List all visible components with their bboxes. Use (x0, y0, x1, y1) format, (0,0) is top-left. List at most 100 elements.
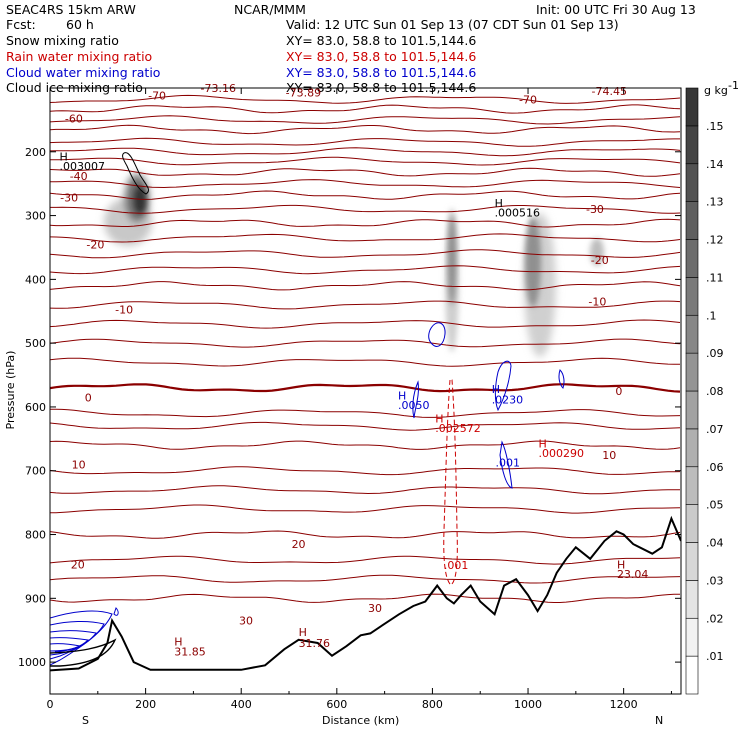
isotherm-contour (50, 504, 681, 514)
y-tick-label: 400 (25, 273, 46, 286)
isotherm-contour (50, 574, 681, 584)
isotherm-label: -40 (70, 170, 88, 183)
isotherm-label: -10 (588, 296, 606, 309)
x-tick-label: 600 (326, 698, 347, 711)
extremum-label: .001 (496, 456, 521, 469)
colorbar-level-label: .11 (706, 271, 724, 284)
x-tick-label: 800 (422, 698, 443, 711)
isotherm-contour (50, 124, 681, 135)
colorbar-swatch (685, 201, 699, 240)
x-tick-label: 0 (47, 698, 54, 711)
mixing-ratio-shading (104, 174, 604, 357)
field-label-snow: Snow mixing ratio (6, 33, 119, 48)
isotherm-contour (50, 156, 681, 166)
isotherm-label: -30 (586, 203, 604, 216)
isotherm-label: -60 (65, 113, 83, 126)
hydrometeor-contours (50, 152, 565, 667)
isotherm-contour (50, 233, 681, 243)
extremum-label: .002572 (435, 422, 481, 435)
isotherm-contour (50, 319, 681, 329)
colorbar-swatch (685, 466, 699, 505)
isotherm-label: 30 (239, 615, 253, 628)
colorbar-swatch (685, 580, 699, 619)
colorbar-swatch (685, 655, 699, 695)
field-label-cloud-water: Cloud water mixing ratio (6, 65, 160, 80)
isotherm-label: -70 (519, 93, 537, 106)
extremum-label: .001 (444, 559, 469, 572)
plot-frame (49, 87, 682, 695)
isotherm-contour (50, 179, 681, 189)
isotherm-label: -30 (60, 192, 78, 205)
extremum-label: H (539, 437, 547, 450)
isotherm-label: -70 (148, 90, 166, 103)
x-axis-title: Distance (km) (322, 714, 399, 727)
colorbar-swatch (685, 87, 699, 127)
north-end-label: N (655, 714, 663, 727)
isotherm-label: 20 (71, 559, 85, 572)
cloud-water-contour (494, 360, 512, 412)
colorbar-level-label: .01 (706, 650, 724, 663)
isotherm-contours (50, 94, 681, 603)
center-title: NCAR/MMM (234, 2, 306, 17)
init-time: Init: 00 UTC Fri 30 Aug 13 (536, 2, 696, 17)
isotherm-label: -20 (591, 254, 609, 267)
extremum-label: H (60, 150, 68, 163)
fcst-label: Fcst: (6, 17, 36, 32)
colorbar-level-label: .07 (706, 423, 724, 436)
isotherm-label: 30 (368, 602, 382, 615)
rain-contour (443, 379, 458, 586)
field-xy-cloud-water: XY= 83.0, 58.8 to 101.5,144.6 (286, 65, 476, 80)
colorbar-level-label: .04 (706, 537, 724, 550)
terrain-profile (50, 515, 681, 672)
extremum-label: .003007 (60, 160, 106, 173)
colorbar-swatch (685, 504, 699, 543)
south-end-label: S (82, 714, 89, 727)
extremum-label: 31.76 (299, 637, 331, 650)
cloud-water-contour (428, 322, 446, 347)
isotherm-contour (50, 265, 681, 275)
extremum-label: H (299, 626, 307, 639)
cloud-water-contour (499, 440, 513, 489)
isotherm-label: -20 (86, 238, 104, 251)
y-tick-label: 200 (25, 146, 46, 159)
colorbar-level-label: .03 (706, 574, 724, 587)
isotherm-label: 20 (292, 538, 306, 551)
isotherm-label: 10 (602, 449, 616, 462)
y-tick-label: 500 (25, 337, 46, 350)
cloud-water-contour (558, 369, 565, 389)
y-tick-label: 900 (25, 592, 46, 605)
isotherm-contour (50, 466, 681, 476)
extremum-label: .0230 (492, 393, 524, 406)
valid-time: Valid: 12 UTC Sun 01 Sep 13 (07 CDT Sun … (286, 17, 619, 32)
isotherm-contour (50, 137, 680, 147)
isotherm-contour (50, 218, 681, 228)
colorbar-swatch (685, 428, 699, 468)
colorbar-level-label: .13 (706, 196, 724, 209)
colorbar-level-label: .06 (706, 461, 724, 474)
extremum-label: H (495, 197, 503, 210)
colorbar-swatch (685, 163, 699, 202)
isotherm-contour (50, 421, 681, 431)
isotherm-contour (50, 485, 681, 495)
axes: 0 200 400 600 800 1000 12002003004005006007008… (18, 88, 681, 711)
extremum-label: H (492, 383, 500, 396)
y-tick-label: 700 (25, 465, 46, 478)
isotherm-contour (50, 300, 681, 310)
x-tick-label: 1200 (610, 698, 638, 711)
isotherm-label: 10 (72, 458, 86, 471)
colorbar-unit: g kg (704, 84, 728, 97)
extremum-label: 23.04 (617, 568, 649, 581)
colorbar-level-label: .15 (706, 120, 724, 133)
extremum-label: .0050 (398, 399, 430, 412)
colorbar-swatch (685, 277, 699, 316)
field-label-rain: Rain water mixing ratio (6, 49, 152, 64)
colorbar: g kg -1 .01 .02 .03 .04 .05 .06 .07 .08 .09 .1 .11… (685, 79, 739, 695)
colorbar-level-label: .02 (706, 612, 724, 625)
isotherm-contour (50, 249, 681, 259)
fcst-value: 60 h (66, 17, 94, 32)
model-title: SEAC4RS 15km ARW (6, 2, 136, 17)
field-xy-snow: XY= 83.0, 58.8 to 101.5,144.6 (286, 33, 476, 48)
cloud-water-contour (412, 380, 419, 419)
y-tick-label: 1000 (18, 656, 46, 669)
